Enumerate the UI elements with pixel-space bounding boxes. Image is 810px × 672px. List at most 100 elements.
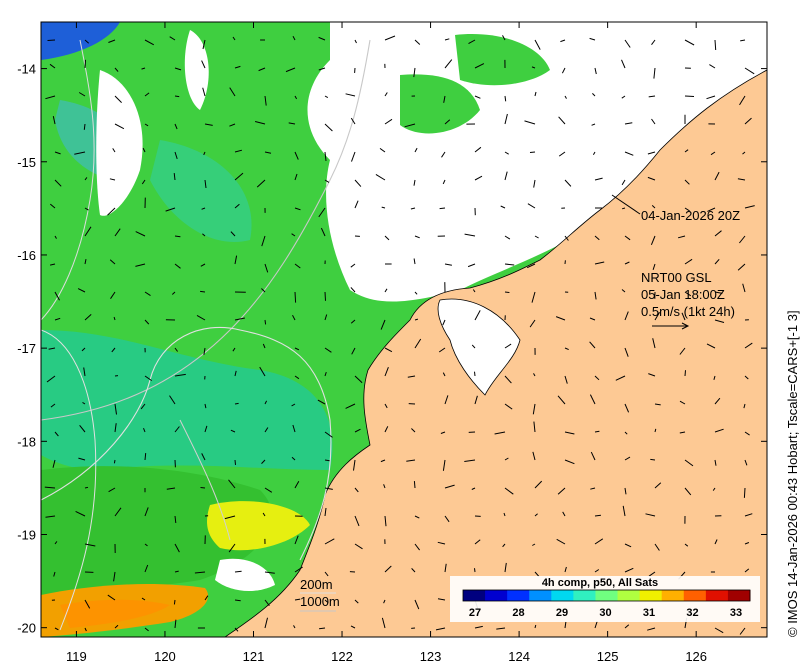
current-vector	[78, 92, 86, 97]
current-vector	[531, 291, 536, 303]
current-vector	[229, 87, 236, 97]
current-vector	[557, 487, 566, 495]
current-vector	[621, 95, 626, 99]
current-vector	[713, 375, 716, 380]
current-vector	[594, 177, 603, 181]
lon-tick-121: 121	[243, 649, 265, 664]
current-vector	[714, 397, 721, 405]
lon-tick-120: 120	[154, 649, 176, 664]
current-vector	[534, 480, 543, 489]
current-vector	[594, 430, 600, 433]
lat-tick--15: -15	[17, 155, 36, 170]
current-vector	[474, 539, 481, 545]
current-vector	[324, 151, 327, 161]
current-vector	[354, 515, 360, 527]
current-vector	[624, 39, 631, 48]
current-vector	[317, 399, 326, 405]
current-vector	[684, 149, 689, 153]
current-vector	[744, 459, 748, 466]
current-vector	[504, 151, 509, 155]
current-vector	[234, 149, 243, 153]
current-vector	[744, 117, 752, 125]
current-vector	[444, 38, 450, 41]
current-vector	[444, 515, 450, 523]
current-vector	[201, 207, 206, 210]
current-vector	[594, 538, 604, 545]
current-vector	[654, 543, 660, 551]
current-vector	[169, 36, 176, 41]
current-vector	[384, 367, 389, 377]
current-vector	[174, 543, 180, 553]
current-vector	[285, 67, 296, 73]
current-vector	[464, 459, 476, 462]
current-vector	[78, 457, 86, 461]
current-vector	[504, 263, 515, 266]
current-vector	[324, 538, 335, 545]
image-time-label: 04-Jan-2026 20Z	[641, 208, 740, 223]
current-vector	[204, 123, 213, 126]
current-vector	[324, 487, 333, 490]
current-vector	[645, 513, 656, 517]
current-vector	[294, 151, 299, 160]
current-vector	[414, 318, 419, 321]
current-vector	[684, 207, 690, 212]
current-vector	[111, 347, 116, 353]
current-vector	[81, 347, 86, 352]
current-vector	[624, 456, 631, 461]
current-vector	[324, 179, 330, 183]
current-vector	[504, 171, 508, 181]
current-vector	[292, 424, 296, 433]
current-vector	[621, 289, 626, 293]
current-vector	[324, 123, 333, 132]
current-vector	[174, 263, 181, 269]
current-vector	[144, 291, 151, 297]
current-vector	[739, 95, 746, 106]
current-vector	[615, 375, 626, 381]
current-vector	[534, 235, 539, 239]
current-vector	[503, 512, 506, 517]
current-vector	[200, 263, 206, 267]
current-vector	[404, 123, 416, 128]
current-vector	[504, 487, 514, 495]
isobath-1000	[41, 39, 371, 421]
current-vector	[200, 290, 206, 293]
current-vector	[592, 93, 596, 97]
current-vector	[49, 263, 56, 266]
current-vector	[624, 235, 631, 241]
vector-scale-label: 0.5m/s (1kt 24h)	[641, 304, 735, 319]
current-vector	[264, 571, 275, 574]
current-vector	[83, 367, 86, 377]
current-vector	[624, 151, 634, 156]
current-vector	[714, 459, 717, 466]
current-vector	[54, 151, 61, 155]
current-vector	[624, 261, 630, 265]
current-vector	[414, 235, 420, 239]
current-vector	[292, 314, 296, 321]
current-vector	[174, 95, 180, 98]
current-vector	[113, 459, 116, 464]
current-vector	[144, 39, 155, 46]
current-vector	[200, 487, 206, 489]
current-vector	[504, 235, 511, 240]
current-vector	[414, 515, 420, 519]
current-vector	[84, 599, 91, 609]
current-vector	[174, 515, 177, 524]
current-vector	[262, 343, 266, 349]
current-vector	[441, 151, 446, 158]
current-vector	[564, 375, 568, 384]
current-vector	[707, 207, 716, 212]
current-vector	[444, 563, 447, 573]
current-vector	[474, 625, 483, 629]
current-vector	[594, 620, 598, 629]
current-vector	[114, 95, 122, 103]
current-vector	[444, 263, 452, 266]
current-vector	[438, 347, 446, 353]
current-vector	[737, 178, 746, 181]
current-vector	[467, 263, 476, 268]
current-vector	[45, 515, 56, 518]
isobath-1000-label: 1000m	[300, 594, 340, 609]
current-vector	[594, 261, 605, 265]
current-vector	[294, 598, 301, 601]
current-vector	[135, 231, 146, 237]
current-vector	[114, 67, 119, 72]
